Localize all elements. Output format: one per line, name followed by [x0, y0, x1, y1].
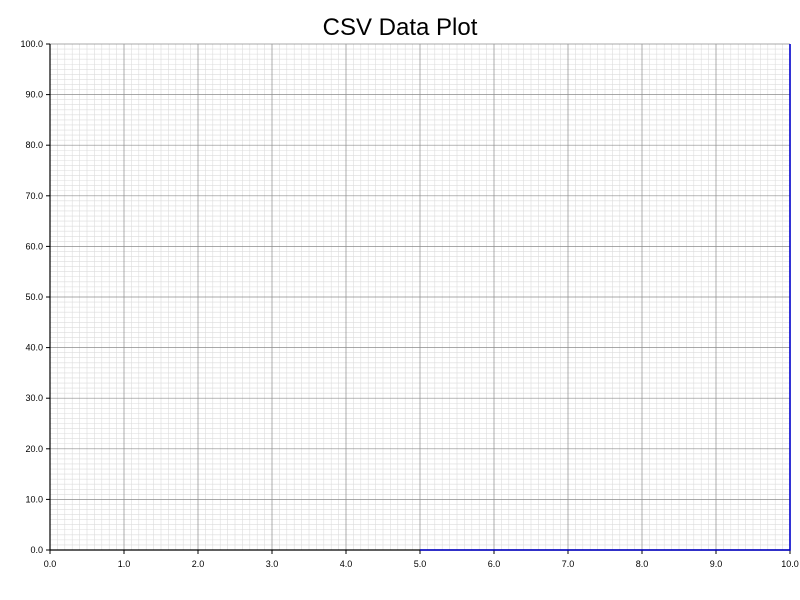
- x-tick-label: 5.0: [414, 559, 427, 569]
- chart-title: CSV Data Plot: [323, 14, 478, 41]
- y-tick-label: 40.0: [25, 343, 43, 353]
- x-tick-label: 6.0: [488, 559, 501, 569]
- y-tick-label: 0.0: [30, 545, 43, 555]
- y-tick-label: 30.0: [25, 393, 43, 403]
- y-tick-label: 100.0: [20, 39, 43, 49]
- x-tick-label: 2.0: [192, 559, 205, 569]
- x-tick-label: 10.0: [781, 559, 799, 569]
- x-tick-label: 7.0: [562, 559, 575, 569]
- series-line-0: [420, 44, 791, 551]
- x-tick-label: 3.0: [266, 559, 279, 569]
- x-tick-label: 8.0: [636, 559, 649, 569]
- x-tick-label: 9.0: [710, 559, 723, 569]
- y-tick-label: 60.0: [25, 241, 43, 251]
- major-grid: [49, 43, 791, 551]
- x-tick-label: 1.0: [118, 559, 131, 569]
- y-tick-label: 20.0: [25, 444, 43, 454]
- series: [420, 44, 791, 551]
- y-tick-label: 70.0: [25, 191, 43, 201]
- x-tick-labels: 0.0 1.0 2.0 3.0 4.0 5.0 6.0 7.0 8.0 9.0 10.0: [44, 559, 799, 569]
- y-tick-label: 90.0: [25, 90, 43, 100]
- x-tick-label: 4.0: [340, 559, 353, 569]
- y-tick-label: 80.0: [25, 140, 43, 150]
- x-tick-label: 0.0: [44, 559, 57, 569]
- y-tick-labels: 0.0 10.0 20.0 30.0 40.0 50.0 60.0 70.0 80.0 90.0 1…: [20, 39, 43, 555]
- y-tick-label: 50.0: [25, 292, 43, 302]
- axes: [46, 43, 791, 554]
- y-tick-label: 10.0: [25, 494, 43, 504]
